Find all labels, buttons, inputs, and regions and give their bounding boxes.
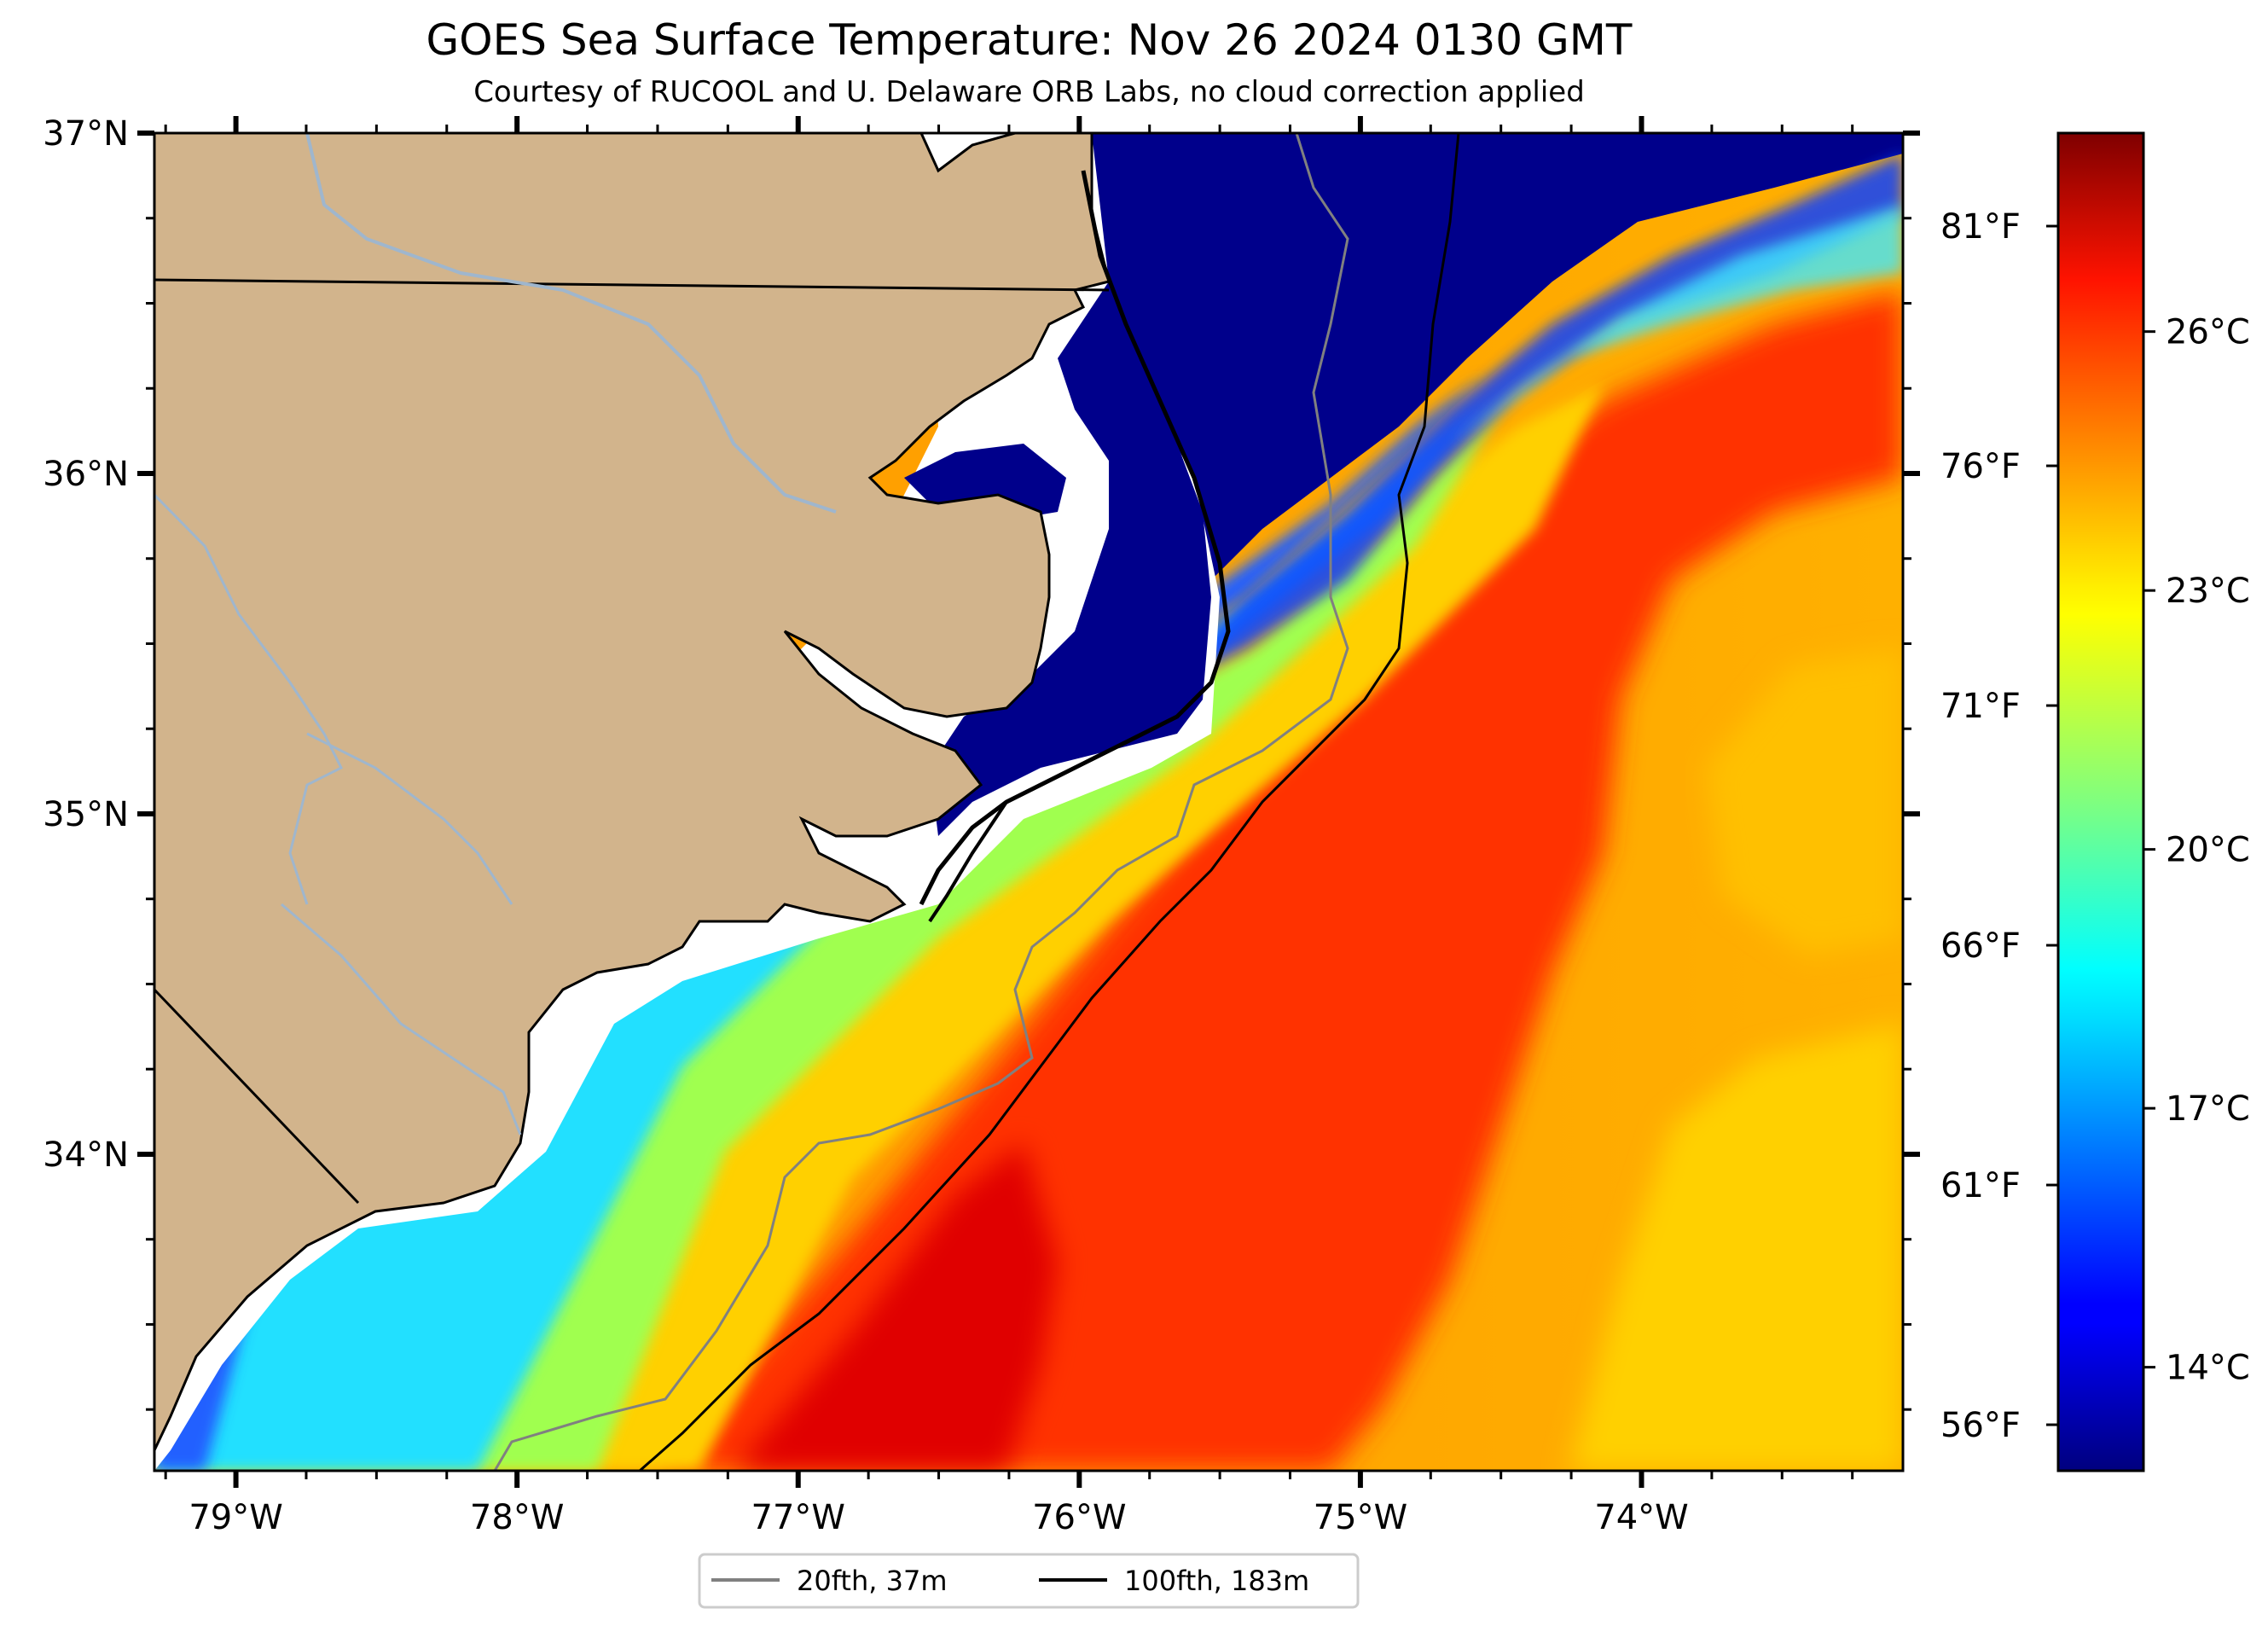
fahrenheit-tick-label: 81°F xyxy=(1940,207,2021,247)
contour-100fth xyxy=(639,133,1460,1471)
fahrenheit-tick-label: 71°F xyxy=(1940,687,2021,726)
lat-tick-label: 35°N xyxy=(43,795,129,834)
fahrenheit-tick-label: 61°F xyxy=(1940,1166,2021,1205)
lat-tick-label: 34°N xyxy=(43,1135,129,1175)
celsius-tick-label: 20°C xyxy=(2166,831,2250,870)
border-nc-sc xyxy=(154,988,360,1205)
map-area xyxy=(154,133,1903,1471)
celsius-tick-label: 26°C xyxy=(2166,313,2250,352)
fahrenheit-tick-label: 76°F xyxy=(1940,447,2021,486)
lon-tick-label: 78°W xyxy=(470,1498,564,1537)
legend-label-100fth: 100fth, 183m xyxy=(1124,1565,1309,1597)
lon-tick-label: 76°W xyxy=(1032,1498,1126,1537)
gulf-stream-deep-red xyxy=(734,1143,1058,1471)
lon-tick-label: 75°W xyxy=(1314,1498,1407,1537)
river-tar xyxy=(154,493,344,905)
celsius-tick-label: 23°C xyxy=(2166,572,2250,611)
outer-banks-lower xyxy=(928,800,1008,923)
yellow-eddy-east xyxy=(1706,648,1903,955)
map-frame xyxy=(153,131,1905,1472)
celsius-tick-label: 17°C xyxy=(2166,1089,2250,1129)
lat-tick-label: 37°N xyxy=(43,114,129,154)
map-subtitle: Courtesy of RUCOOL and U. Delaware ORB L… xyxy=(473,75,1585,109)
outer-banks xyxy=(919,170,1231,906)
lon-tick-label: 74°W xyxy=(1594,1498,1688,1537)
river-roanoke xyxy=(305,133,837,514)
colorbar-ticks: 14°C 17°C 20°C 23°C 26°C 56°F 61°F 66°F 71°F 76°F… xyxy=(1940,207,2250,1445)
axis-ticks: 79°W 78°W 77°W 76°W 75°W 74°W 37°N 36°N 35°N 34°N xyxy=(43,114,1920,1537)
celsius-tick-label: 14°C xyxy=(2166,1349,2250,1388)
legend-box xyxy=(698,1553,1360,1609)
map-title: GOES Sea Surface Temperature: Nov 26 202… xyxy=(426,15,1633,65)
gulf-stream-core xyxy=(657,290,1903,1471)
lon-tick-label: 79°W xyxy=(189,1498,282,1537)
fahrenheit-tick-label: 56°F xyxy=(1940,1406,2021,1445)
fahrenheit-tick-label: 66°F xyxy=(1940,926,2021,966)
contour-legend: 20fth, 37m 100fth, 183m xyxy=(698,1553,1360,1609)
colorbar: 14°C 17°C 20°C 23°C 26°C 56°F 61°F 66°F 71°F 76°F… xyxy=(1940,131,2250,1472)
river-cape-fear xyxy=(281,903,522,1135)
land-north-carolina xyxy=(154,133,1111,1451)
river-neuse xyxy=(306,732,513,905)
border-nc-va xyxy=(154,278,1110,292)
yellow-warm-eddy xyxy=(1569,1024,1903,1471)
colorbar-gradient xyxy=(2056,131,2145,1472)
lat-tick-label: 36°N xyxy=(43,455,129,494)
lon-tick-label: 77°W xyxy=(751,1498,845,1537)
legend-label-20fth: 20fth, 37m xyxy=(797,1565,947,1597)
cold-water-cyan-ribbon xyxy=(1450,205,1903,444)
contour-20fth xyxy=(493,133,1349,1471)
